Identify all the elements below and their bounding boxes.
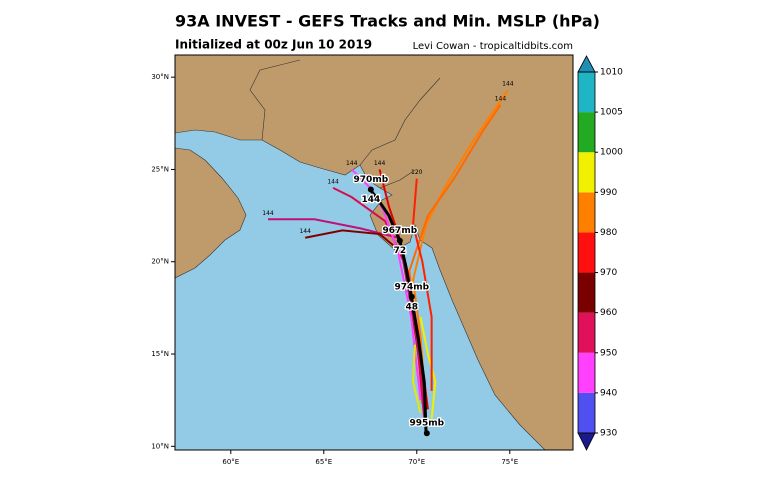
colorbar-label: 960 (600, 308, 617, 318)
subtitle: Initialized at 00z Jun 10 2019 (175, 38, 372, 52)
colorbar-label: 930 (600, 429, 617, 439)
track (412, 344, 422, 414)
colorbar-label: 1010 (600, 68, 623, 78)
colorbar-label: 990 (600, 188, 617, 198)
land-oman (175, 147, 247, 279)
y-tick-label: 20°N (151, 258, 169, 266)
y-tick-label: 10°N (151, 442, 169, 450)
y-tick-label: 15°N (151, 350, 169, 358)
y-tick-label: 30°N (151, 73, 169, 81)
colorbar-segment (578, 232, 595, 273)
colorbar-segment (578, 72, 595, 113)
track (369, 188, 428, 434)
colorbar-segment (578, 272, 595, 313)
colorbar-label: 970 (600, 268, 617, 278)
colorbar-segment (578, 312, 595, 353)
track-end-label: 144 (262, 210, 274, 217)
map-frame (174, 54, 574, 451)
colorbar-label: 1000 (600, 148, 623, 158)
mslp-label: 995mb (410, 419, 445, 429)
land-north (175, 55, 573, 450)
colorbar-label: 940 (600, 388, 617, 398)
x-tick-label: 65°E (315, 458, 332, 466)
colorbar-segment (578, 112, 595, 153)
track-marker (396, 237, 403, 244)
hour-label: 72 (394, 246, 407, 256)
colorbar-segment (578, 152, 595, 193)
colorbar-label: 980 (600, 228, 617, 238)
colorbar-label: 950 (600, 348, 617, 358)
border (249, 59, 441, 189)
track-marker (423, 430, 430, 437)
colorbar-frame (577, 71, 596, 434)
marks: 144 144 144 144 144 144 144 120 995mb 974mb 48 967m… (262, 81, 514, 437)
hour-label: 144 (361, 195, 380, 205)
track-marker (408, 293, 415, 300)
x-tick-label: 60°E (222, 458, 239, 466)
track-end-label: 120 (411, 169, 423, 176)
track (350, 168, 422, 401)
track (412, 89, 509, 410)
track-end-label: 144 (346, 160, 358, 167)
colorbar-over (577, 55, 596, 73)
track-end-label: 144 (495, 95, 507, 102)
y-tick-label: 25°N (151, 165, 169, 173)
mslp-label: 967mb (383, 226, 418, 236)
track-end-label: 144 (327, 178, 339, 185)
mslp-label: 974mb (394, 282, 429, 292)
hour-label: 48 (405, 302, 418, 312)
basemap (175, 55, 573, 450)
track-marker (367, 186, 374, 193)
colorbar-segment (578, 192, 595, 233)
colorbar-segment (578, 352, 595, 393)
track-end-label: 144 (299, 228, 311, 235)
colorbar-segment (578, 392, 595, 433)
title: 93A INVEST - GEFS Tracks and Min. MSLP (… (175, 12, 600, 31)
colorbar-under (577, 432, 596, 451)
track-end-label: 144 (374, 160, 386, 167)
mslp-label: 970mb (354, 175, 389, 185)
x-tick-label: 70°E (408, 458, 425, 466)
x-tick-label: 75°E (501, 458, 518, 466)
colorbar-label: 1005 (600, 108, 623, 118)
track (412, 178, 433, 391)
track-end-label: 144 (502, 81, 514, 88)
credit: Levi Cowan - tropicaltidbits.com (413, 41, 573, 52)
